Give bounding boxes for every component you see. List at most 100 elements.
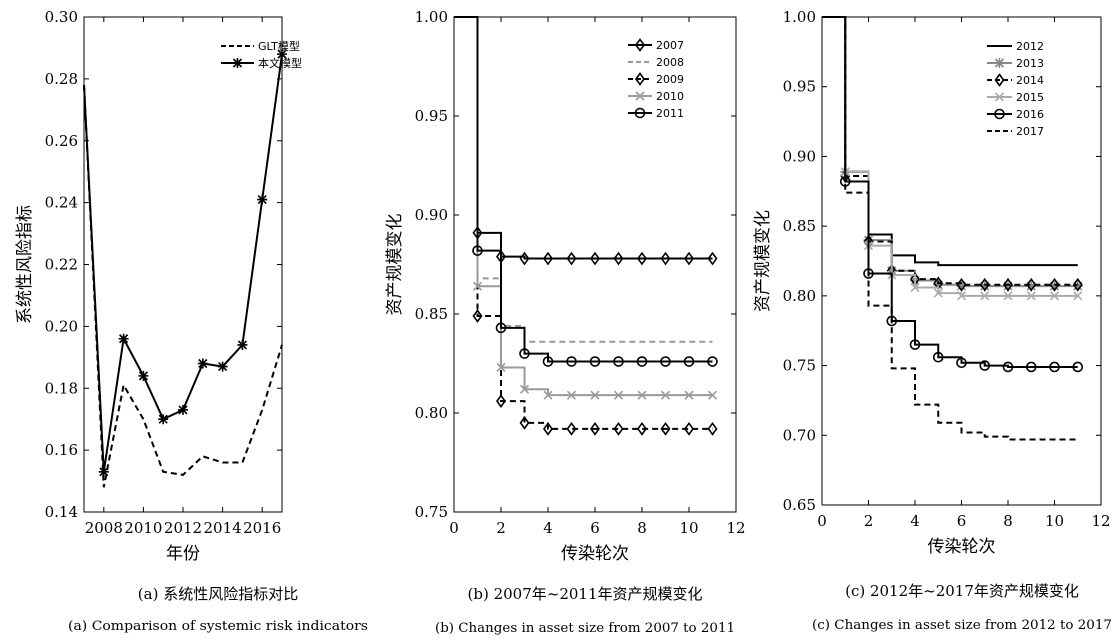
y-tick-label: 0.14 (45, 503, 78, 521)
legend-entry: 2012 (1016, 40, 1044, 53)
x-tick-label: 0 (817, 512, 827, 530)
marker-2 (496, 394, 506, 408)
marker-7 (613, 251, 624, 266)
chart-panel-3: 0 2 4 6 8 10 12 0.65 0.70 0.75 0.80 0.85 0.90 0.95 1.0… (753, 8, 1112, 633)
y-tick-label: 0.95 (415, 107, 448, 125)
marker-10 (1049, 281, 1060, 292)
y-tick-label: 0.80 (415, 404, 448, 422)
marker-10 (684, 421, 694, 436)
x-axis-label: 传染轮次 (561, 544, 629, 564)
marker-5 (933, 279, 944, 290)
series-line-2017 (822, 16, 1078, 441)
marker-6 (956, 357, 967, 369)
marker-6 (197, 358, 208, 369)
y-tick-label: 0.30 (45, 8, 78, 26)
y-tick-label: 0.85 (783, 217, 816, 235)
marker-3 (519, 348, 530, 359)
legend-entry: GLT模型 (258, 39, 300, 53)
marker-5 (932, 351, 944, 363)
series-line-2016 (822, 16, 1078, 368)
marker-legend (232, 58, 243, 68)
marker-8 (637, 251, 647, 266)
marker-6 (589, 356, 601, 367)
marker-4 (158, 414, 169, 425)
marker-7 (613, 390, 624, 400)
y-tick-label: 1.00 (783, 8, 816, 26)
series-2011 (454, 16, 718, 367)
series-line-GLT模型 (83, 85, 283, 488)
series-2014 (822, 16, 1083, 292)
marker-6 (590, 421, 600, 436)
marker-legend (634, 107, 646, 119)
y-tick-label: 0.80 (783, 287, 816, 305)
x-tick-label: 4 (543, 519, 553, 537)
marker-legend (994, 108, 1005, 120)
marker-1 (472, 245, 483, 256)
marker-10 (1049, 361, 1060, 373)
caption-en: (b) Changes in asset size from 2007 to 2… (435, 621, 735, 636)
x-tick-label: 2014 (204, 519, 242, 537)
series-line-2007 (454, 16, 713, 260)
marker-9 (1026, 281, 1037, 292)
marker-10 (1049, 291, 1060, 301)
caption-en: (a) Comparison of systemic risk indicato… (68, 619, 368, 634)
series-2009 (454, 16, 718, 436)
marker-11 (707, 356, 718, 367)
marker-3 (138, 370, 149, 381)
marker-7 (613, 421, 624, 436)
series-line-2012 (822, 16, 1078, 267)
marker-11 (1072, 277, 1083, 292)
marker-9 (1026, 291, 1036, 301)
y-axis-label: 系统性风险指标 (15, 205, 35, 324)
x-tick-label: 6 (957, 512, 967, 530)
marker-4 (543, 251, 553, 266)
marker-8 (1003, 291, 1013, 301)
marker-1 (98, 466, 109, 477)
x-tick-label: 12 (1091, 512, 1110, 530)
series-line-2009 (454, 16, 713, 430)
marker-8 (237, 339, 248, 350)
legend-entry: 2008 (656, 56, 684, 69)
marker-legend (994, 73, 1005, 87)
marker-1 (472, 281, 483, 291)
y-axis-label: 资产规模变化 (753, 210, 773, 312)
y-tick-label: 1.00 (415, 8, 448, 26)
chart-panel-1: 2008 2010 2012 2014 2016 0.14 0.16 0.18 0.20 0.22… (15, 8, 368, 634)
marker-6 (590, 251, 600, 266)
marker-4 (910, 282, 920, 293)
marker-6 (956, 281, 967, 292)
marker-3 (519, 384, 530, 394)
caption-cn: (b) 2007年~2011年资产规模变化 (468, 585, 703, 603)
caption-cn: (c) 2012年~2017年资产规模变化 (845, 582, 1079, 600)
marker-9 (660, 390, 671, 400)
x-axis-label: 传染轮次 (928, 537, 996, 557)
marker-legend (994, 92, 1005, 102)
y-tick-label: 0.20 (45, 317, 78, 335)
y-tick-label: 0.75 (783, 357, 816, 375)
x-tick-label: 2010 (124, 519, 162, 537)
marker-9 (1025, 361, 1037, 373)
marker-legend (635, 38, 645, 52)
legend: 2007 2008 2009 2010 2011 (628, 38, 684, 120)
chart-panel-2: 0 2 4 6 8 10 12 0.75 0.80 0.85 0.90 0.95 1.00 传染轮次 资产规… (385, 8, 746, 636)
marker-7 (979, 277, 990, 292)
y-tick-label: 0.90 (415, 206, 448, 224)
marker-5 (566, 356, 577, 367)
y-axis-label: 资产规模变化 (385, 214, 405, 316)
x-tick-label: 12 (726, 519, 745, 537)
marker-2 (118, 333, 129, 344)
marker-2 (495, 322, 507, 334)
x-tick-label: 10 (679, 519, 698, 537)
legend-entry: 2007 (656, 39, 684, 52)
marker-3 (519, 416, 530, 430)
series-line-2008 (454, 16, 713, 343)
x-tick-label: 2 (496, 519, 506, 537)
legend-entry: 2017 (1016, 125, 1044, 138)
caption-en: (c) Changes in asset size from 2012 to 2… (812, 618, 1112, 633)
series-line-2010 (454, 16, 713, 397)
marker-9 (660, 421, 671, 436)
legend-entry: 本文模型 (258, 56, 302, 70)
marker-10 (684, 251, 694, 266)
